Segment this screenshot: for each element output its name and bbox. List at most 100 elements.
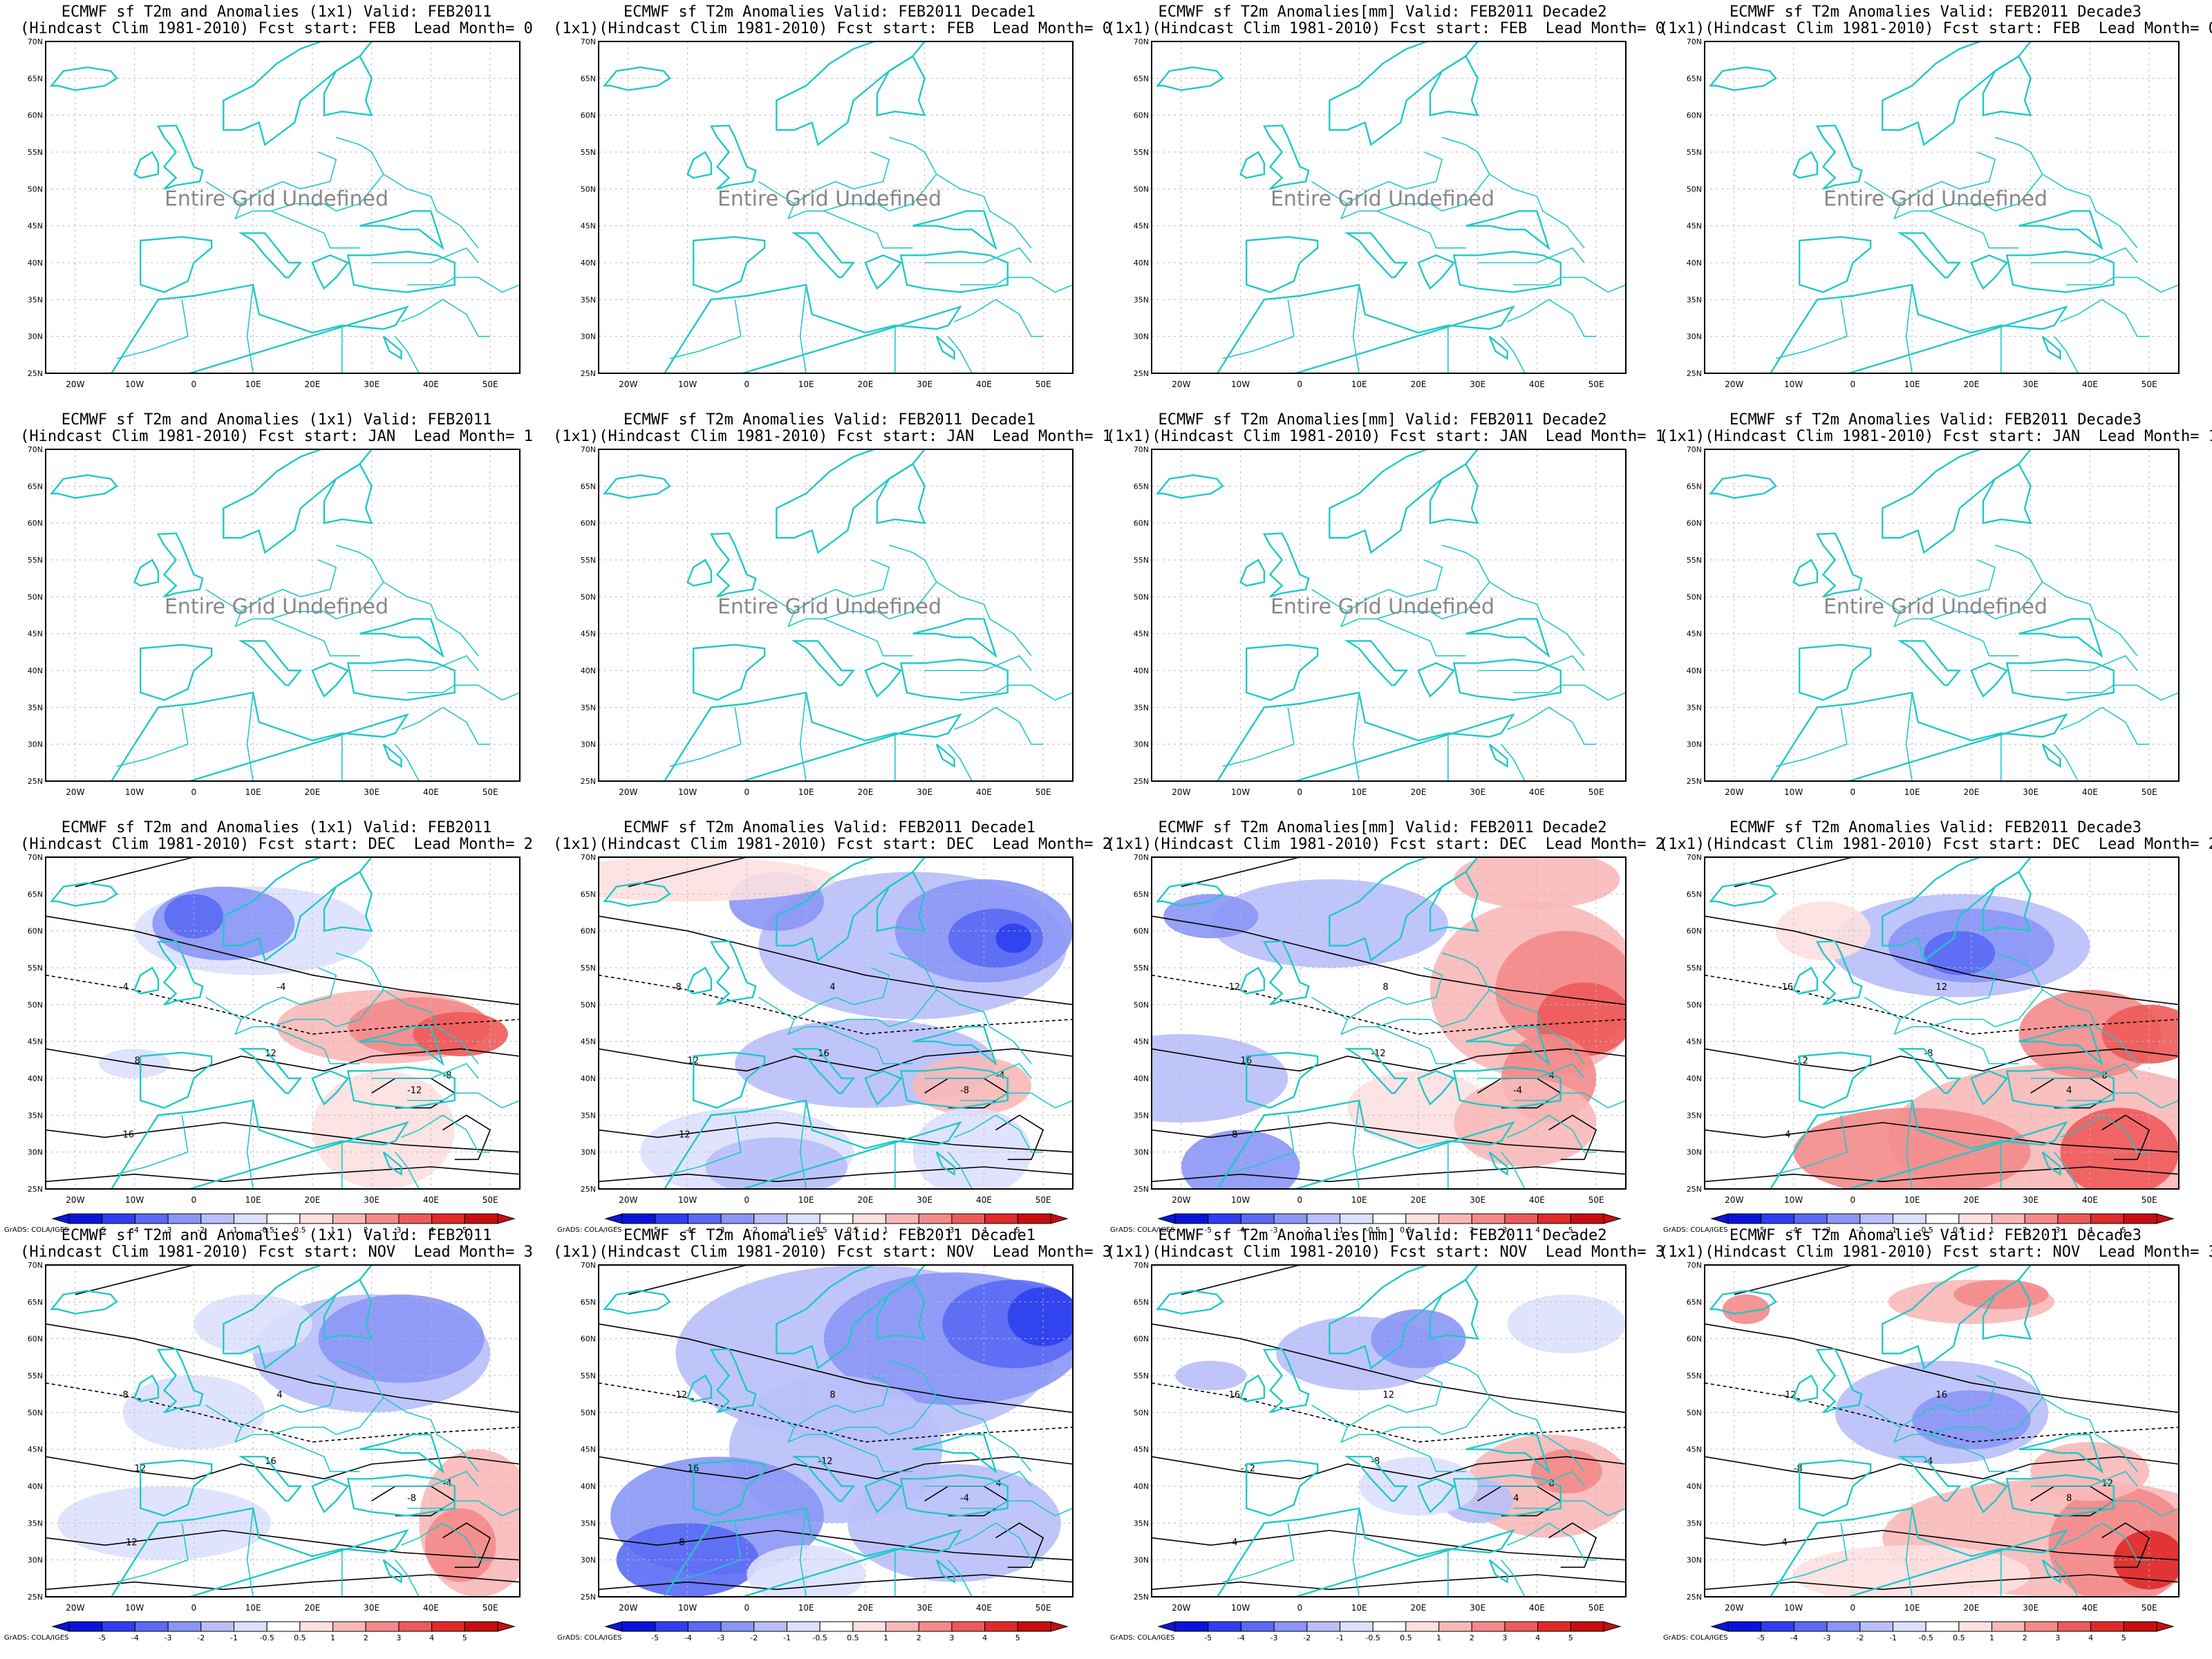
lat-tick-label: 50N: [1134, 1000, 1149, 1009]
lat-tick-label: 25N: [1687, 777, 1702, 786]
lon-tick-label: 50E: [482, 379, 498, 389]
coastline: [1216, 691, 1515, 781]
coastline: [663, 691, 962, 781]
contour-label: 4: [122, 982, 128, 993]
country-border: [1222, 1523, 1295, 1583]
colorbar-label: -3: [1824, 1633, 1831, 1642]
lat-tick-label: 35N: [1687, 1111, 1702, 1120]
coastline: [50, 882, 118, 907]
lon-tick-label: 40E: [1529, 1603, 1545, 1613]
grads-credit: GrADS: COLA/IGES: [4, 1226, 69, 1234]
country-border: [823, 618, 913, 657]
undefined-grid-label: Entire Grid Undefined: [1824, 594, 2047, 619]
map-plot: 481216-12-8-470N65N60N55N50N45N40N35N30N…: [557, 853, 1074, 1235]
lat-tick-label: 50N: [1134, 1408, 1149, 1417]
country-border: [823, 210, 913, 249]
country-border: [2066, 684, 2179, 701]
coastline: [603, 474, 671, 499]
lat-tick-label: 70N: [28, 37, 43, 46]
coastline: [1488, 1559, 1508, 1584]
colorbar-swatch: [1240, 1621, 1275, 1632]
colorbar-label: 0.5: [1953, 1633, 1965, 1642]
country-border: [1501, 1559, 1526, 1597]
lat-tick-label: 50N: [1687, 592, 1702, 601]
panel-title: ECMWF sf T2m Anomalies[mm] Valid: FEB201…: [1158, 1227, 1607, 1244]
panel-title: ECMWF sf T2m and Anomalies (1x1) Valid: …: [61, 819, 492, 836]
coastline: [1465, 1026, 1550, 1067]
lat-tick-label: 35N: [1134, 703, 1149, 712]
lat-tick-label: 50N: [581, 592, 596, 601]
colorbar-swatch: [852, 1213, 887, 1224]
contour-label: -8: [960, 1085, 969, 1096]
country-border: [1376, 618, 1466, 657]
country-border: [2042, 1397, 2138, 1472]
colorbar-swatch: [1438, 1213, 1472, 1224]
panel-subtitle: (Hindcast Clim 1981-2010) Fcst start: DE…: [20, 836, 533, 853]
contour-line: [599, 1048, 1073, 1072]
colorbar-label: -4: [131, 1633, 139, 1642]
lat-tick-label: 35N: [1134, 295, 1149, 304]
colorbar-label: 5: [1015, 1633, 1020, 1642]
coastline: [1246, 644, 1319, 701]
contour-label: 12: [1936, 982, 1947, 993]
contour-line: [599, 1456, 1073, 1480]
anomaly-area: [413, 1012, 508, 1056]
lon-tick-label: 10W: [1784, 1195, 1803, 1205]
country-border: [1376, 1026, 1466, 1065]
country-border: [246, 1100, 254, 1189]
coastline: [686, 151, 713, 179]
coastline: [1452, 1474, 1562, 1517]
country-border: [799, 1100, 807, 1189]
colorbar-swatch: [2057, 1621, 2092, 1632]
lon-tick-label: 20W: [66, 787, 84, 797]
lon-tick-label: 10E: [1351, 787, 1367, 797]
anomaly-area: [1507, 1294, 1626, 1353]
lon-tick-label: 10W: [1231, 787, 1250, 797]
contour-line: [924, 1078, 1009, 1109]
lon-tick-label: 50E: [482, 787, 498, 797]
colorbar-label: 1: [883, 1633, 888, 1642]
lon-tick-label: 40E: [1529, 787, 1545, 797]
country-border: [948, 1152, 973, 1189]
colorbar-swatch: [1603, 1621, 1622, 1632]
coastline: [1344, 232, 1409, 279]
lon-tick-label: 0: [1850, 1195, 1856, 1205]
country-border: [371, 1062, 479, 1079]
colorbar-swatch: [365, 1213, 400, 1224]
country-border: [1347, 559, 1443, 612]
lat-tick-label: 55N: [28, 148, 43, 157]
anomaly-area: [164, 894, 224, 939]
coastline: [359, 618, 444, 659]
coastline: [864, 1478, 903, 1514]
country-border: [1347, 1375, 1443, 1428]
lat-tick-label: 55N: [581, 148, 596, 157]
contour-line: [46, 1323, 520, 1414]
lon-tick-label: 40E: [976, 379, 992, 389]
lat-tick-label: 30N: [1134, 332, 1149, 341]
lat-tick-label: 55N: [1687, 964, 1702, 973]
coastline: [156, 940, 204, 1006]
coastline: [603, 1290, 671, 1315]
contour-label: 8: [122, 1390, 128, 1400]
lat-tick-label: 45N: [581, 630, 596, 639]
coastline: [382, 335, 402, 360]
coastline: [1815, 124, 1863, 190]
lat-tick-label: 45N: [581, 1445, 596, 1454]
coastline: [791, 640, 856, 686]
country-border: [948, 1559, 973, 1597]
colorbar-swatch: [753, 1621, 787, 1632]
contour-line: [1152, 1122, 1626, 1153]
coastline: [686, 1374, 713, 1403]
lat-tick-label: 70N: [28, 1261, 43, 1270]
lat-tick-label: 55N: [1687, 1371, 1702, 1380]
colorbar-swatch: [2057, 1213, 2092, 1224]
colorbar-label: -5: [1757, 1633, 1765, 1642]
lat-tick-label: 55N: [581, 964, 596, 973]
lon-tick-label: 20E: [1963, 787, 1979, 797]
country-border: [1311, 1360, 1490, 1443]
panel-title: ECMWF sf T2m Anomalies[mm] Valid: FEB201…: [1158, 819, 1607, 836]
lon-tick-label: 10E: [245, 1603, 261, 1613]
lat-tick-label: 65N: [1687, 890, 1702, 899]
lat-tick-label: 30N: [1687, 740, 1702, 749]
panel-title: ECMWF sf T2m Anomalies Valid: FEB2011 De…: [623, 1227, 1036, 1244]
